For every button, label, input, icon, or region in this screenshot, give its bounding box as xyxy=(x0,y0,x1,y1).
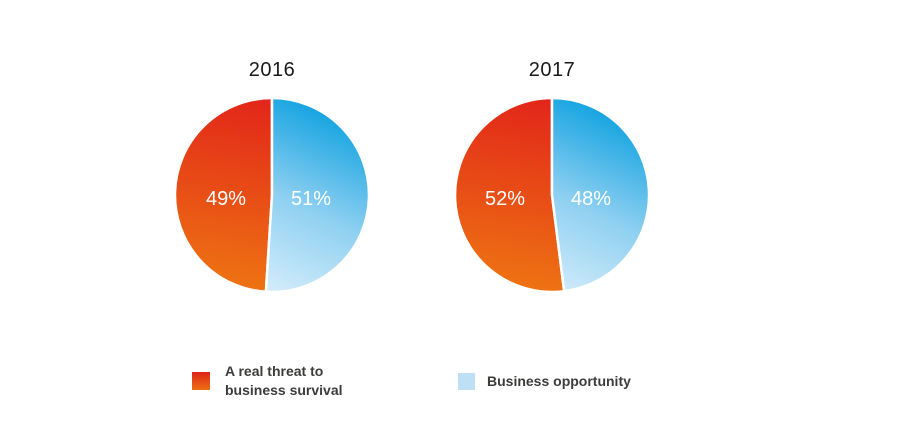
legend-label-threat-line1: A real threat to xyxy=(225,363,324,379)
legend-label-threat: A real threat to business survival xyxy=(225,362,343,400)
legend-item-opportunity: Business opportunity xyxy=(458,362,631,400)
legend-label-opportunity: Business opportunity xyxy=(487,372,631,389)
pie-2016-slice-threat xyxy=(173,96,274,294)
pie-2017-slice-threat xyxy=(453,96,566,294)
legend-item-threat: A real threat to business survival xyxy=(192,362,343,400)
pie-2017-slice-opportunity xyxy=(550,96,651,293)
legend-label-threat-line2: business survival xyxy=(225,382,343,398)
pie-2016-label-opportunity: 51% xyxy=(291,188,331,210)
pie-chart-2017: 52% 48% xyxy=(453,96,651,294)
legend-swatch-threat xyxy=(192,372,210,390)
pie-2017-label-threat: 52% xyxy=(485,188,525,210)
pie-title-2016: 2016 xyxy=(248,59,296,81)
pie-2016-label-threat: 49% xyxy=(206,188,246,210)
pie-title-2017: 2017 xyxy=(528,59,576,81)
pie-2016-slice-opportunity xyxy=(264,96,371,294)
pie-2017-label-opportunity: 48% xyxy=(571,188,611,210)
pie-chart-2016: 49% 51% xyxy=(173,96,371,294)
legend-swatch-opportunity xyxy=(458,372,475,390)
